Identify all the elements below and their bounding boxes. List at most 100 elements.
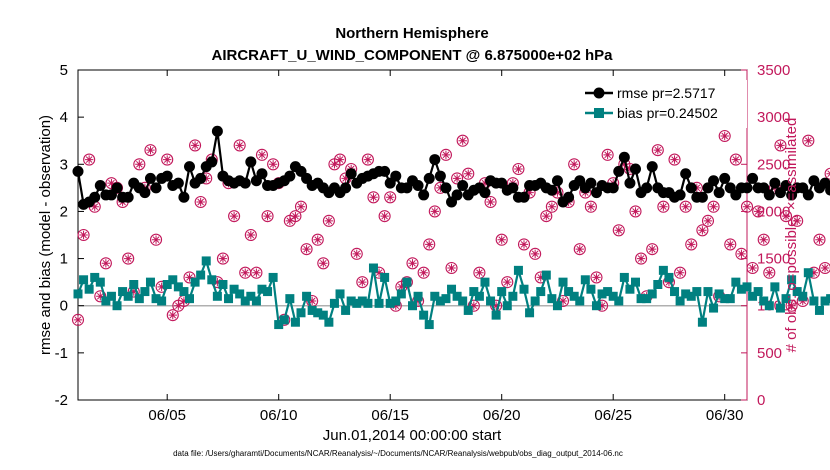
obs-possible-circle bbox=[428, 205, 441, 218]
obs-count-point bbox=[166, 309, 179, 322]
obs-assimilated-cross bbox=[480, 178, 490, 188]
obs-assimilated-cross bbox=[687, 240, 696, 249]
obs-possible-circle bbox=[701, 214, 715, 227]
obs-assimilated-cross bbox=[386, 193, 395, 202]
bias-point bbox=[814, 305, 824, 315]
bias-point bbox=[664, 272, 674, 282]
obs-assimilated-cross bbox=[586, 202, 596, 211]
bias-point bbox=[658, 265, 668, 275]
obs-possible-circle bbox=[501, 276, 514, 289]
obs-assimilated-cross bbox=[285, 216, 295, 226]
bias-point bbox=[447, 284, 457, 294]
rmse-point bbox=[708, 175, 720, 187]
bias-point bbox=[140, 287, 150, 297]
obs-count-point bbox=[294, 200, 308, 213]
obs-assimilated-cross bbox=[241, 268, 250, 277]
obs-count-point bbox=[729, 153, 742, 166]
bias-point bbox=[268, 272, 278, 282]
obs-possible-circle bbox=[250, 266, 263, 279]
bias-point bbox=[575, 296, 585, 306]
obs-possible-circle bbox=[462, 167, 475, 180]
obs-possible-circle bbox=[668, 153, 681, 166]
bias-point bbox=[424, 320, 434, 330]
rmse-point bbox=[674, 189, 686, 201]
obs-assimilated-cross bbox=[720, 131, 729, 141]
bias-point bbox=[313, 308, 323, 318]
rmse-point bbox=[507, 182, 519, 194]
x-tick-label: 06/25 bbox=[594, 407, 632, 424]
obs-count-point bbox=[495, 233, 508, 246]
obs-count-point bbox=[601, 148, 614, 161]
obs-count-point bbox=[779, 210, 793, 223]
rmse-point bbox=[680, 168, 692, 180]
bias-point bbox=[90, 272, 100, 282]
bias-point bbox=[173, 282, 183, 292]
obs-possible-circle bbox=[545, 200, 558, 213]
obs-assimilated-cross bbox=[798, 296, 807, 306]
obs-count-point bbox=[183, 271, 196, 284]
bias-point bbox=[368, 263, 378, 273]
bias-point bbox=[619, 272, 629, 282]
obs-assimilated-cross bbox=[804, 136, 813, 145]
obs-assimilated-cross bbox=[218, 254, 228, 263]
bias-point bbox=[486, 296, 496, 306]
obs-count-point bbox=[824, 167, 830, 180]
bias-point bbox=[775, 303, 785, 313]
obs-assimilated-cross bbox=[196, 197, 205, 207]
obs-assimilated-cross bbox=[631, 207, 640, 216]
obs-possible-circle bbox=[166, 309, 179, 322]
obs-possible-circle bbox=[651, 144, 664, 157]
obs-possible-circle bbox=[216, 252, 229, 265]
bias-point bbox=[692, 287, 702, 297]
obs-count-point bbox=[333, 153, 347, 166]
obs-count-point bbox=[540, 210, 553, 223]
obs-possible-circle bbox=[685, 238, 698, 251]
obs-assimilated-cross bbox=[436, 183, 445, 193]
bias-point bbox=[759, 296, 769, 306]
obs-possible-circle bbox=[350, 247, 363, 260]
obs-count-point bbox=[685, 238, 698, 251]
obs-assimilated-cross bbox=[826, 170, 830, 178]
obs-possible-circle bbox=[294, 200, 308, 213]
obs-assimilated-cross bbox=[742, 202, 752, 211]
obs-count-point bbox=[774, 139, 787, 152]
obs-assimilated-cross bbox=[107, 178, 116, 188]
obs-possible-circle bbox=[724, 238, 737, 251]
bias-point bbox=[290, 317, 300, 327]
obs-assimilated-cross bbox=[653, 145, 662, 155]
obs-count-point bbox=[791, 214, 804, 227]
rmse-point bbox=[211, 125, 223, 137]
obs-possible-circle bbox=[735, 247, 748, 260]
obs-count-point bbox=[462, 167, 475, 180]
rmse-point bbox=[206, 156, 218, 168]
obs-assimilated-cross bbox=[597, 301, 607, 310]
y-tick-label: -1 bbox=[55, 345, 68, 362]
obs-possible-circle bbox=[590, 271, 603, 284]
obs-assimilated-cross bbox=[547, 202, 557, 211]
bias-point bbox=[709, 303, 719, 313]
x-tick-label: 06/30 bbox=[706, 407, 744, 424]
obs-assimilated-cross bbox=[90, 202, 99, 211]
bias-point bbox=[196, 270, 206, 280]
y-tick-label: -2 bbox=[55, 392, 68, 409]
obs-possible-circle bbox=[635, 252, 648, 265]
obs-count-point bbox=[735, 247, 748, 260]
obs-count-point bbox=[361, 153, 374, 166]
obs-possible-circle bbox=[529, 247, 542, 260]
bias-point bbox=[625, 284, 635, 294]
bias-point bbox=[614, 296, 624, 306]
y-tick-label: 3 bbox=[60, 156, 68, 173]
rmse-point bbox=[434, 170, 446, 182]
bias-point bbox=[380, 272, 390, 282]
obs-count-point bbox=[612, 224, 625, 237]
bias-point bbox=[474, 291, 484, 301]
obs-assimilated-cross bbox=[625, 164, 635, 174]
chart-title: Northern Hemisphere bbox=[335, 25, 488, 42]
obs-possible-circle bbox=[183, 271, 196, 284]
bias-point bbox=[569, 291, 579, 301]
obs-assimilated-cross bbox=[820, 263, 830, 273]
legend-rmse-marker bbox=[593, 87, 605, 99]
obs-assimilated-cross bbox=[324, 216, 334, 226]
rmse-point bbox=[418, 189, 430, 201]
obs-assimilated-cross bbox=[73, 315, 83, 325]
